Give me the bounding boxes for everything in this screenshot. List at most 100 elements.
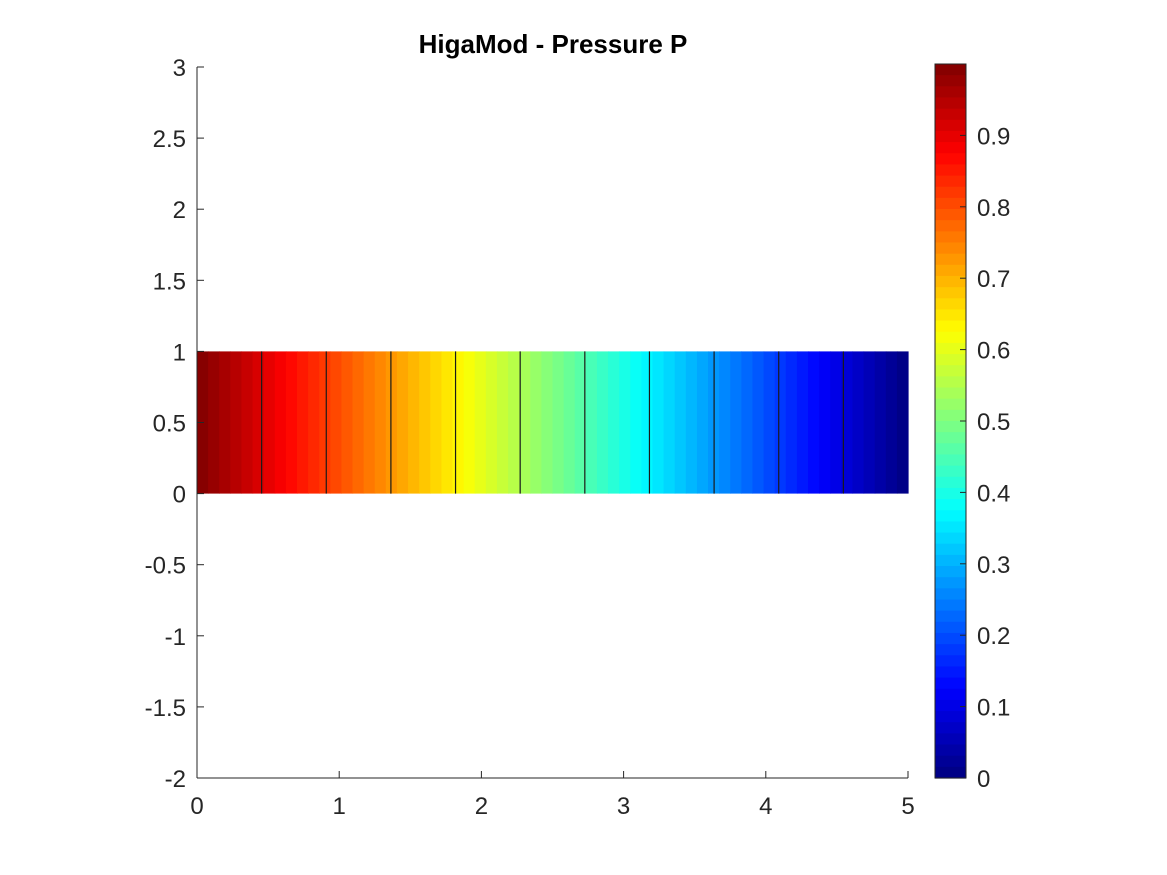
colorbar-band	[935, 287, 966, 299]
field-band	[863, 351, 876, 494]
colorbar-band	[935, 264, 966, 277]
field-band	[852, 351, 865, 494]
field-band	[574, 351, 587, 494]
colorbar-band	[935, 588, 966, 601]
y-tick-label: 1.5	[153, 268, 186, 295]
colorbar-band	[935, 75, 966, 87]
field-band	[296, 351, 309, 494]
colorbar-tick-label: 0.4	[977, 480, 1010, 507]
y-tick-label: 3	[173, 55, 186, 82]
field-band	[441, 351, 454, 494]
field-band	[230, 351, 243, 494]
field-band	[552, 351, 565, 494]
y-tick-label: 0	[173, 482, 186, 509]
colorbar-band	[935, 510, 966, 523]
colorbar-band	[935, 231, 966, 244]
x-tick-label: 1	[333, 793, 346, 820]
field-band	[352, 351, 365, 494]
colorbar-band	[935, 677, 966, 690]
field-band	[652, 351, 665, 494]
colorbar-band	[935, 632, 966, 645]
field-band	[730, 351, 742, 494]
y-tick-label: 2	[173, 197, 186, 224]
colorbar-band	[935, 197, 966, 210]
field-band	[319, 351, 331, 494]
field-band	[530, 351, 542, 494]
field-band	[830, 351, 842, 494]
field-band	[263, 351, 276, 494]
field-band	[808, 351, 820, 494]
colorbar-band	[935, 398, 966, 411]
colorbar-band	[935, 253, 966, 266]
field-band	[385, 351, 398, 494]
plot-area: 0 1 2 3 4 5 3 2.5 2 1.5 1 0.5 0 -0.5 -1 -1.5 -2	[145, 55, 915, 820]
colorbar-band	[935, 476, 966, 489]
colorbar-band	[935, 521, 966, 534]
field-band	[519, 351, 531, 494]
colorbar-band	[935, 699, 966, 712]
colorbar-band	[935, 298, 966, 311]
field-band	[208, 351, 220, 494]
field-band	[685, 351, 698, 494]
colorbar-band	[935, 64, 966, 76]
colorbar-tick-label: 0.2	[977, 623, 1010, 650]
field-band	[308, 351, 320, 494]
field-band	[885, 351, 898, 494]
field-band	[741, 351, 754, 494]
colorbar-tick-label: 0.9	[977, 123, 1010, 150]
chart-title: HigaMod - Pressure P	[419, 29, 688, 59]
field-band	[219, 351, 231, 494]
field-band	[641, 351, 654, 494]
field-band	[841, 351, 854, 494]
field-band	[274, 351, 287, 494]
field-band	[596, 351, 609, 494]
y-tick-label: -0.5	[145, 553, 186, 580]
colorbar-band	[935, 566, 966, 578]
field-band	[696, 351, 709, 494]
field-band	[408, 351, 420, 494]
colorbar-band	[935, 409, 966, 422]
field-band	[763, 351, 776, 494]
colorbar-tick-label: 0.1	[977, 695, 1010, 722]
field-band	[496, 351, 509, 494]
colorbar-band	[935, 354, 966, 366]
colorbar-band	[935, 766, 966, 779]
x-tick-label: 2	[475, 793, 488, 820]
colorbar-band	[935, 432, 966, 444]
field-band	[796, 351, 809, 494]
colorbar-band	[935, 722, 966, 734]
colorbar-band	[935, 621, 966, 634]
field-band	[896, 351, 909, 494]
colorbar-band	[935, 97, 966, 110]
colorbar-band	[935, 644, 966, 656]
colorbar-band	[935, 532, 966, 545]
field-band	[563, 351, 576, 494]
field-band	[363, 351, 376, 494]
colorbar-band	[935, 119, 966, 132]
colorbar-band	[935, 454, 966, 467]
colorbar-band	[935, 543, 966, 556]
field-band	[585, 351, 598, 494]
colorbar: 0 0.1 0.2 0.3 0.4 0.5 0.6 0.7 0.8 0.9	[934, 63, 1010, 793]
colorbar-band	[935, 443, 966, 456]
colorbar-band	[935, 175, 966, 188]
colorbar-band	[935, 711, 966, 723]
field-band	[419, 351, 431, 494]
colorbar-tick-label: 0.3	[977, 552, 1010, 579]
colorbar-band	[935, 376, 966, 389]
y-tick-label: 2.5	[153, 126, 186, 153]
x-tick-label: 5	[901, 793, 914, 820]
field-band	[485, 351, 498, 494]
colorbar-band	[935, 275, 966, 288]
field-band	[508, 351, 520, 494]
colorbar-band	[935, 577, 966, 589]
x-tick-label: 4	[759, 793, 772, 820]
colorbar-band	[935, 465, 966, 478]
colorbar-band	[935, 755, 966, 768]
colorbar-tick-label: 0	[977, 766, 990, 793]
field-band	[452, 351, 465, 494]
colorbar-band	[935, 130, 966, 143]
colorbar-band	[935, 365, 966, 377]
field-band	[608, 351, 620, 494]
